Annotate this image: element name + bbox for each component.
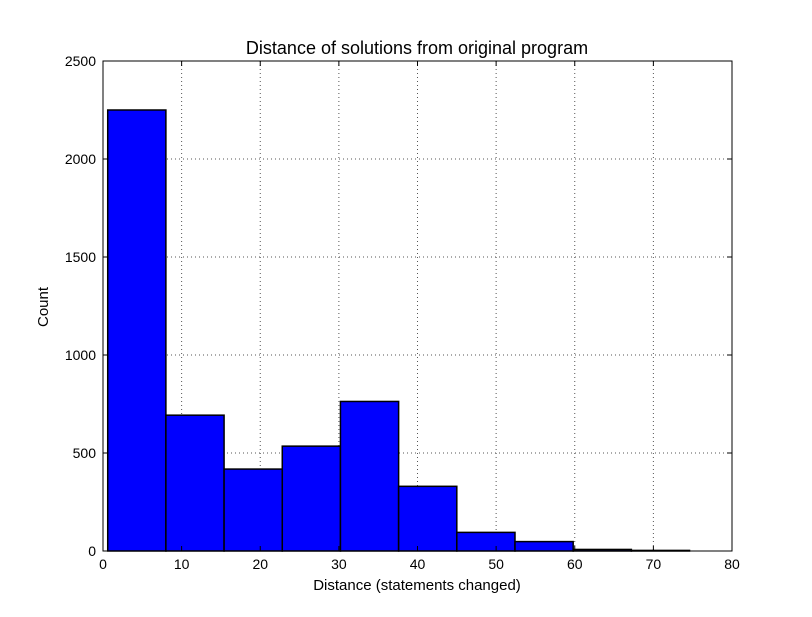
- y-tick-label: 500: [73, 445, 97, 461]
- histogram-bar: [397, 485, 458, 552]
- x-tick-label: 30: [331, 556, 347, 572]
- histogram-bar: [456, 531, 516, 552]
- x-tick-label: 40: [410, 556, 426, 572]
- y-tick-label: 1500: [65, 249, 96, 265]
- histogram-bar: [514, 540, 574, 552]
- x-tick-label: 50: [488, 556, 504, 572]
- axis-ticks: 0 10 20 30 40 50 60 70 80 0 500 1000 1500 2000 2500: [65, 53, 740, 572]
- histogram-bar: [106, 109, 167, 552]
- histogram-bars: [106, 109, 691, 552]
- grid-lines: [103, 61, 732, 551]
- y-tick-label: 1000: [65, 347, 96, 363]
- x-tick-label: 0: [99, 556, 107, 572]
- histogram-bar: [165, 414, 225, 552]
- histogram-bar: [281, 445, 342, 552]
- histogram-bar: [223, 468, 284, 552]
- x-tick-label: 60: [567, 556, 583, 572]
- x-tick-label: 70: [646, 556, 662, 572]
- x-tick-label: 80: [724, 556, 740, 572]
- x-axis-label: Distance (statements changed): [313, 577, 521, 594]
- x-tick-label: 10: [174, 556, 190, 572]
- histogram-bar: [339, 400, 400, 552]
- y-tick-label: 0: [88, 543, 96, 559]
- y-axis-label: Count: [35, 286, 52, 327]
- y-tick-label: 2500: [65, 53, 96, 69]
- x-tick-label: 20: [252, 556, 268, 572]
- y-tick-label: 2000: [65, 151, 96, 167]
- chart-title: Distance of solutions from original prog…: [246, 38, 588, 58]
